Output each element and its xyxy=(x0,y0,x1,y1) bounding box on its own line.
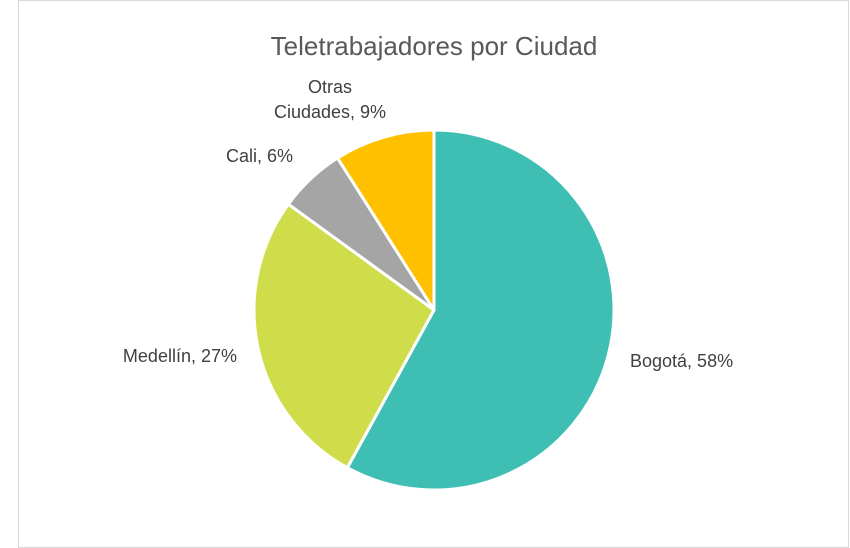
chart-title: Teletrabajadores por Ciudad xyxy=(271,31,598,61)
pie-slice xyxy=(336,128,436,312)
pie-slice xyxy=(252,202,436,470)
data-label: Cali, 6% xyxy=(225,146,293,166)
pie-slice xyxy=(345,128,616,492)
data-label: Medellín, 27% xyxy=(122,346,237,366)
data-label: Bogotá, 58% xyxy=(630,351,734,371)
data-label: Otras Ciudades, 9% xyxy=(273,77,387,122)
